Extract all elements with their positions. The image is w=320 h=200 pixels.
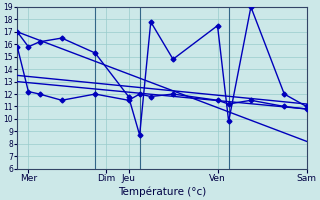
X-axis label: Température (°c): Température (°c)	[118, 186, 206, 197]
